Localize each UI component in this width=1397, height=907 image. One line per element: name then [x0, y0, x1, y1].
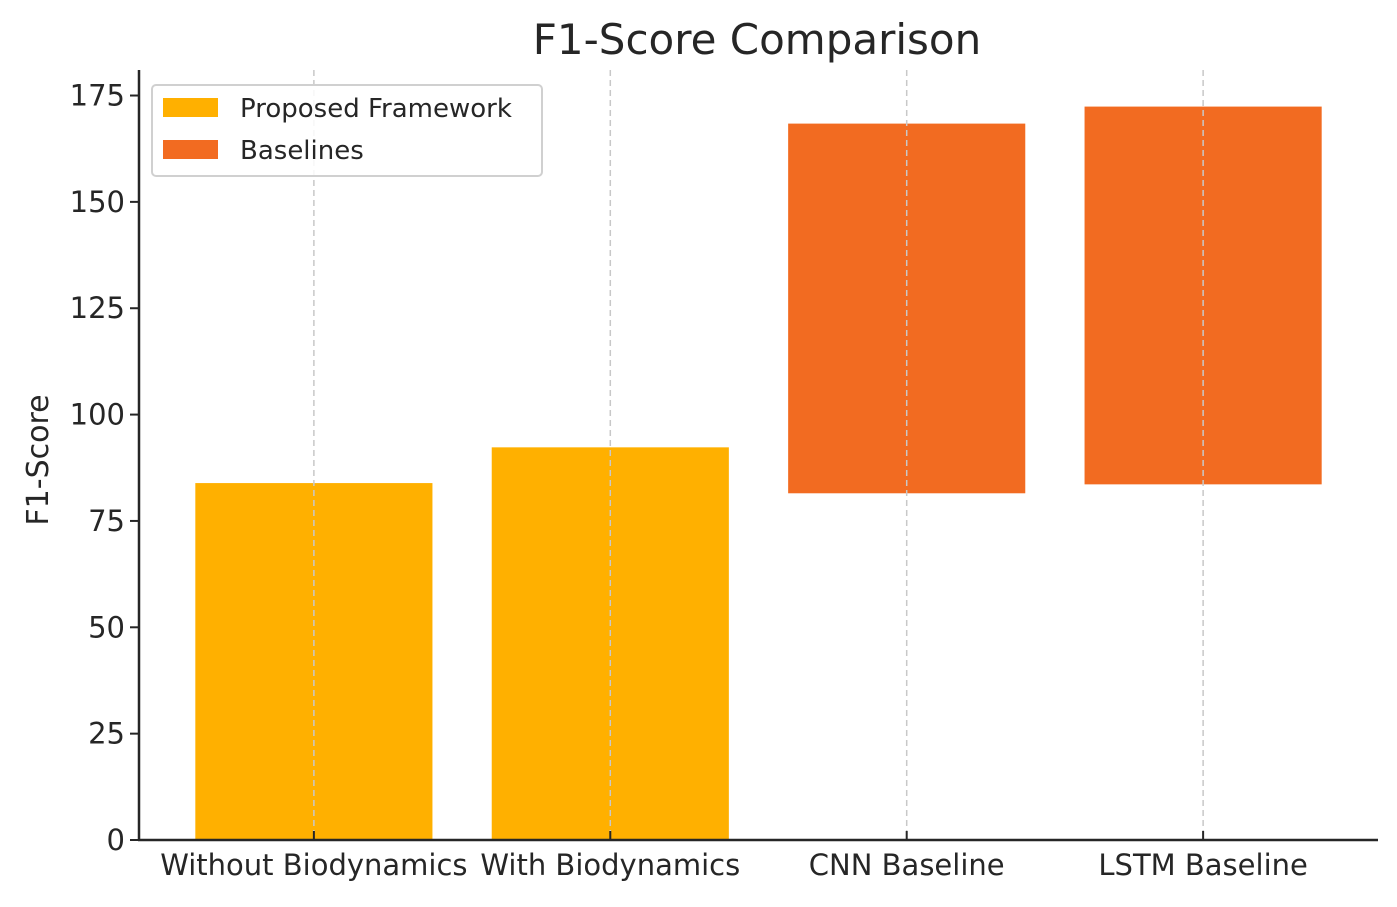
x-tick-label: LSTM Baseline	[1098, 848, 1307, 882]
y-tick-label: 50	[88, 610, 125, 644]
y-tick-label: 100	[70, 398, 125, 432]
axes: 0 25 50 75 100 125 150 175 Without Biodynamics Wi…	[70, 70, 1378, 882]
bar-cnn-baseline	[788, 123, 1026, 494]
legend-label-baselines: Baselines	[240, 136, 364, 166]
bars	[195, 106, 1322, 840]
y-tick-label: 25	[88, 717, 125, 751]
y-tick-label: 175	[70, 79, 125, 113]
legend: Proposed Framework Baselines	[151, 84, 543, 177]
legend-label-proposed-framework: Proposed Framework	[240, 94, 512, 124]
legend-swatch-baselines	[163, 140, 218, 159]
chart-title: F1-Score Comparison	[533, 15, 982, 64]
y-tick-label: 75	[88, 504, 125, 538]
x-tick-label: With Biodynamics	[480, 848, 740, 882]
y-tick-label: 150	[70, 185, 125, 219]
legend-box	[151, 84, 543, 177]
x-tick-label: Without Biodynamics	[160, 848, 467, 882]
grid-lines	[313, 70, 1204, 840]
y-axis-label: F1-Score	[21, 394, 56, 525]
y-tick-label: 125	[70, 291, 125, 325]
x-tick-label: CNN Baseline	[809, 848, 1005, 882]
y-tick-label: 0	[107, 823, 125, 857]
legend-swatch-proposed-framework	[163, 98, 218, 117]
